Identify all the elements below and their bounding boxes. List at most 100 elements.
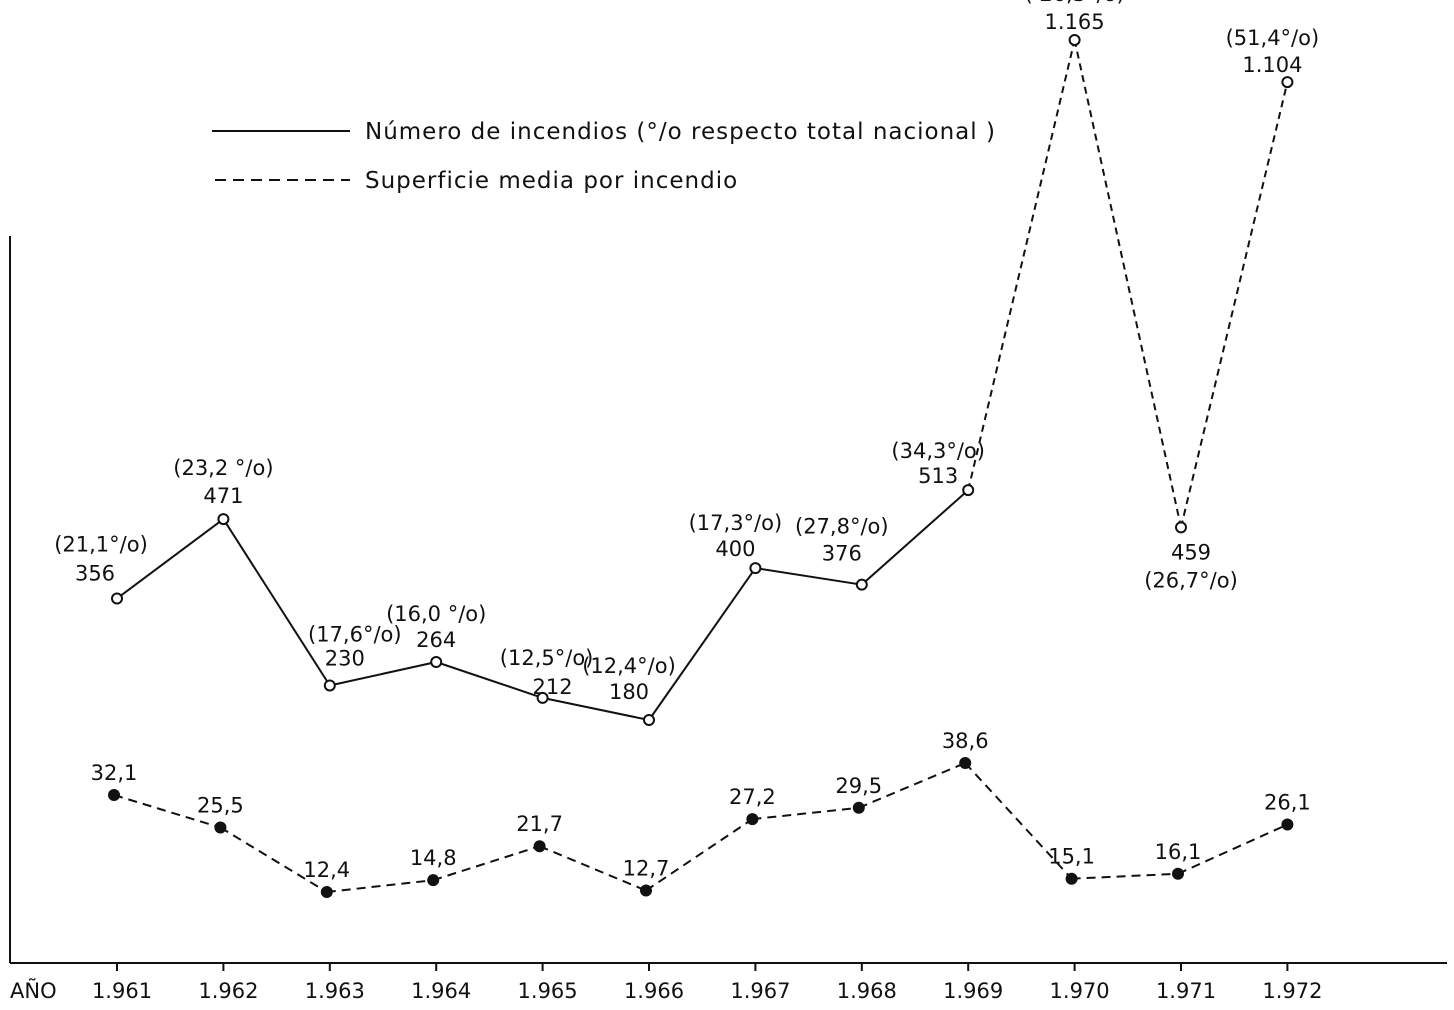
series-incendios-segment	[648, 567, 757, 721]
superficie-value-label: 16,1	[1155, 840, 1202, 864]
superficie-point	[108, 788, 120, 801]
superficie-value-label: 21,7	[516, 812, 563, 836]
incendios-point	[855, 578, 868, 591]
incendios-pct-label: (27,8°/o)	[795, 515, 889, 539]
series-superficie-segment	[1071, 872, 1179, 880]
incendios-pct-label: ( 26,3°/o)	[1024, 0, 1124, 6]
series-incendios-segment	[967, 39, 1076, 491]
superficie-point	[214, 821, 227, 834]
x-tick-labels: 1.961 1.962 1.963 1.964 1.965 1.966 1.967 1.968…	[92, 963, 1322, 1003]
x-tick-label: 1.971	[1156, 979, 1216, 1003]
series-numero-incendios: 356 (21,1°/o) 471 (23,2 °/o) 230(17,6°/o) 264…	[54, 0, 1320, 726]
incendios-pct-label: (23,2 °/o)	[173, 456, 273, 480]
incendios-value-label: 400	[715, 537, 755, 561]
superficie-point	[427, 874, 440, 887]
incendios-pct-label: (34,3°/o)	[891, 439, 985, 463]
superficie-value-label: 27,2	[729, 785, 776, 809]
series-superficie-segment	[326, 879, 434, 893]
legend-label-superficie: Superficie media por incendio	[365, 168, 738, 194]
incendios-pct-label: (17,3°/o)	[689, 511, 783, 535]
superficie-point	[320, 886, 333, 898]
incendios-point	[749, 562, 762, 575]
series-superficie-segment	[219, 826, 328, 893]
superficie-value-label: 25,5	[197, 793, 244, 817]
incendios-point	[323, 679, 336, 692]
superficie-point	[1172, 867, 1184, 880]
series-incendios-segment	[861, 489, 969, 586]
superficie-value-label: 14,8	[410, 846, 457, 870]
incendios-value-label: 1.165	[1045, 10, 1105, 34]
x-tick-label: 1.961	[92, 979, 152, 1003]
x-tick-label: 1.962	[198, 979, 258, 1003]
series-superficie-media: 32,1 25,5 12,4 14,8 21,7 12,7 27,2 29,5 38,6 15,1…	[91, 729, 1311, 898]
incendios-pct-label: (17,6°/o)	[308, 622, 402, 646]
superficie-value-label: 38,6	[942, 729, 989, 753]
superficie-value-label: 32,1	[91, 761, 138, 785]
incendios-value-label: 513	[918, 464, 958, 488]
superficie-value-label: 29,5	[835, 774, 882, 798]
superficie-point	[959, 756, 972, 769]
x-tick-label: 1.969	[943, 979, 1003, 1003]
incendios-pct-label: (51,4°/o)	[1226, 26, 1320, 50]
incendios-point	[1281, 76, 1294, 89]
incendios-value-label: 1.104	[1242, 53, 1302, 77]
x-tick-label: 1.963	[305, 979, 365, 1003]
incendios-pct-label: (12,5°/o)	[500, 646, 594, 670]
series-incendios-segment	[222, 518, 331, 687]
x-tick-label: 1.968	[837, 979, 897, 1003]
incendios-pct-label: (16,0 °/o)	[386, 602, 486, 626]
x-axis-title: AÑO	[10, 977, 57, 1003]
x-tick-label: 1.967	[730, 979, 790, 1003]
series-incendios-segment	[1180, 81, 1289, 528]
series-superficie-segment	[858, 762, 966, 809]
incendios-point	[430, 656, 443, 669]
x-tick-label: 1.966	[624, 979, 684, 1003]
incendios-value-label: 459	[1171, 540, 1211, 564]
x-tick-label: 1.964	[411, 979, 471, 1003]
series-incendios-segment	[755, 567, 862, 586]
series-incendios-segment	[116, 518, 224, 600]
incendios-value-label: 230	[325, 646, 365, 670]
series-superficie-segment	[539, 845, 647, 892]
x-tick-label: 1.970	[1050, 979, 1110, 1003]
x-tick-label: 1.972	[1262, 979, 1322, 1003]
x-tick-label: 1.965	[518, 979, 578, 1003]
incendios-point	[1068, 33, 1081, 46]
incendios-point	[536, 691, 549, 704]
series-incendios-segment	[542, 696, 650, 721]
incendios-point	[217, 513, 230, 526]
superficie-value-label: 15,1	[1048, 845, 1095, 869]
superficie-point	[533, 840, 546, 853]
series-incendios-segment	[1073, 39, 1182, 528]
incendios-pct-label: (12,4°/o)	[582, 654, 676, 678]
superficie-point	[640, 884, 652, 897]
series-superficie-segment	[432, 845, 540, 882]
legend: Número de incendios (°/o respecto total …	[212, 119, 996, 194]
incendios-value-label: 356	[75, 561, 115, 585]
incendios-point	[111, 592, 123, 605]
incendios-point	[643, 714, 655, 726]
incendios-point	[1175, 521, 1187, 534]
incendios-pct-label: (26,7°/o)	[1144, 568, 1238, 592]
incendios-value-label: 264	[416, 628, 456, 652]
series-superficie-segment	[752, 806, 859, 821]
series-superficie-segment	[113, 794, 221, 829]
incendios-value-label: 212	[533, 675, 573, 699]
superficie-value-label: 26,1	[1264, 791, 1311, 815]
incendios-value-label: 180	[609, 680, 649, 704]
superficie-value-label: 12,7	[623, 857, 670, 881]
superficie-point	[1281, 818, 1294, 831]
incendios-point	[962, 484, 975, 497]
superficie-point	[1065, 872, 1078, 885]
incendios-value-label: 376	[822, 542, 862, 566]
series-superficie-segment	[1177, 823, 1288, 875]
legend-label-incendios: Número de incendios (°/o respecto total …	[365, 119, 996, 145]
incendios-value-label: 471	[203, 484, 243, 508]
superficie-value-label: 12,4	[303, 858, 350, 882]
incendios-pct-label: (21,1°/o)	[54, 532, 148, 556]
series-incendios-segment	[329, 661, 437, 687]
superficie-point	[852, 801, 865, 814]
series-incendios-segment	[435, 661, 543, 699]
superficie-point	[746, 813, 759, 826]
